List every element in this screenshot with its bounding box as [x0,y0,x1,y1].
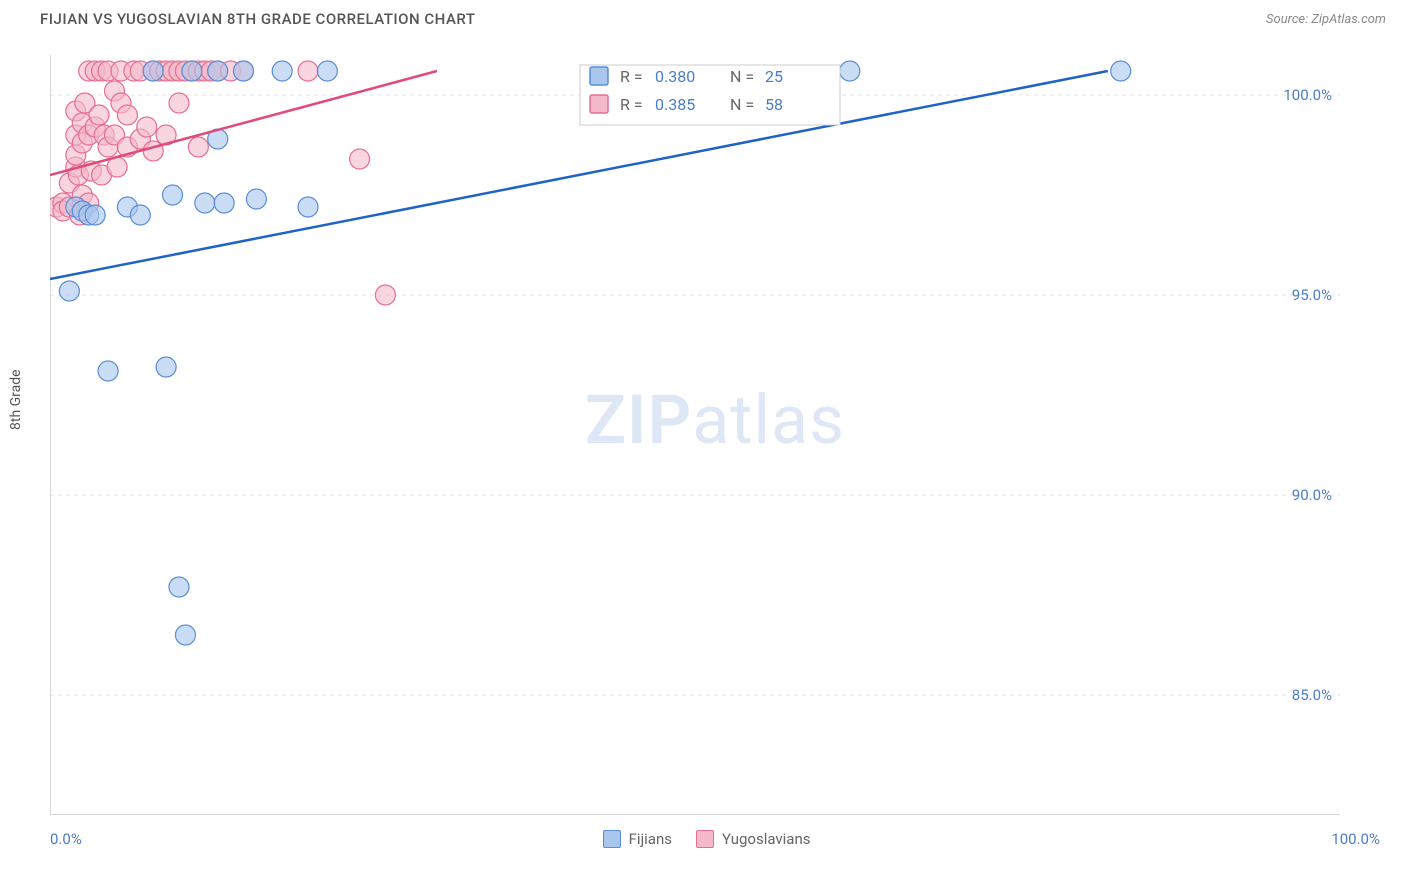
x-min-label: 0.0% [50,830,82,848]
y-tick-label: 100.0% [1283,86,1332,104]
scatter-point [89,105,109,125]
scatter-point [1111,61,1131,81]
stats-r-value: 0.380 [655,67,695,86]
stats-r-label: R = [620,67,643,86]
scatter-point [175,625,195,645]
scatter-point [208,61,228,81]
scatter-point [188,137,208,157]
scatter-point [85,205,105,225]
scatter-point [117,105,137,125]
y-tick-label: 90.0% [1292,486,1332,504]
stats-r-value: 0.385 [655,95,695,114]
stats-n-label: N = [730,95,754,114]
scatter-point [840,61,860,81]
chart-area: 85.0% 90.0% 95.0% 100.0% R = 0.380 N = 25 R = 0.3… [50,55,1380,815]
legend-item: Fijians [603,830,672,848]
scatter-point [143,141,163,161]
chart-title: FIJIAN VS YUGOSLAVIAN 8TH GRADE CORRELAT… [40,10,475,28]
scatter-point [214,193,234,213]
scatter-point [169,577,189,597]
legend-label: Yugoslavians [722,830,811,848]
scatter-point [137,117,157,137]
y-tick-label: 85.0% [1292,686,1332,704]
scatter-point [156,357,176,377]
y-tick-label: 95.0% [1292,286,1332,304]
scatter-point [298,197,318,217]
scatter-chart: 85.0% 90.0% 95.0% 100.0% R = 0.380 N = 25 R = 0.3… [50,55,1340,815]
scatter-point [98,361,118,381]
source-label: Source: ZipAtlas.com [1266,12,1386,27]
scatter-point [163,185,183,205]
legend-swatch [603,830,621,848]
scatter-point [130,205,150,225]
scatter-point [195,193,215,213]
legend-label: Fijians [629,830,672,848]
scatter-point [59,281,79,301]
scatter-point [143,61,163,81]
stats-swatch [590,67,608,85]
legend-swatch [696,830,714,848]
scatter-point [298,61,318,81]
scatter-point [272,61,292,81]
series-legend: Fijians Yugoslavians [603,830,811,848]
stats-n-label: N = [730,67,754,86]
stats-swatch [590,95,608,113]
x-max-label: 100.0% [1331,830,1380,848]
trend-line [50,71,1108,279]
scatter-point [246,189,266,209]
scatter-point [375,285,395,305]
stats-n-value: 58 [765,95,783,114]
header: FIJIAN VS YUGOSLAVIAN 8TH GRADE CORRELAT… [0,0,1406,38]
stats-n-value: 25 [765,67,783,86]
scatter-point [350,149,370,169]
y-axis-label: 8th Grade [8,369,24,430]
stats-box [580,65,840,125]
legend-item: Yugoslavians [696,830,811,848]
scatter-point [169,93,189,113]
stats-r-label: R = [620,95,643,114]
scatter-point [317,61,337,81]
scatter-point [182,61,202,81]
x-axis-legend: 0.0% Fijians Yugoslavians 100.0% [50,830,1380,848]
scatter-point [234,61,254,81]
